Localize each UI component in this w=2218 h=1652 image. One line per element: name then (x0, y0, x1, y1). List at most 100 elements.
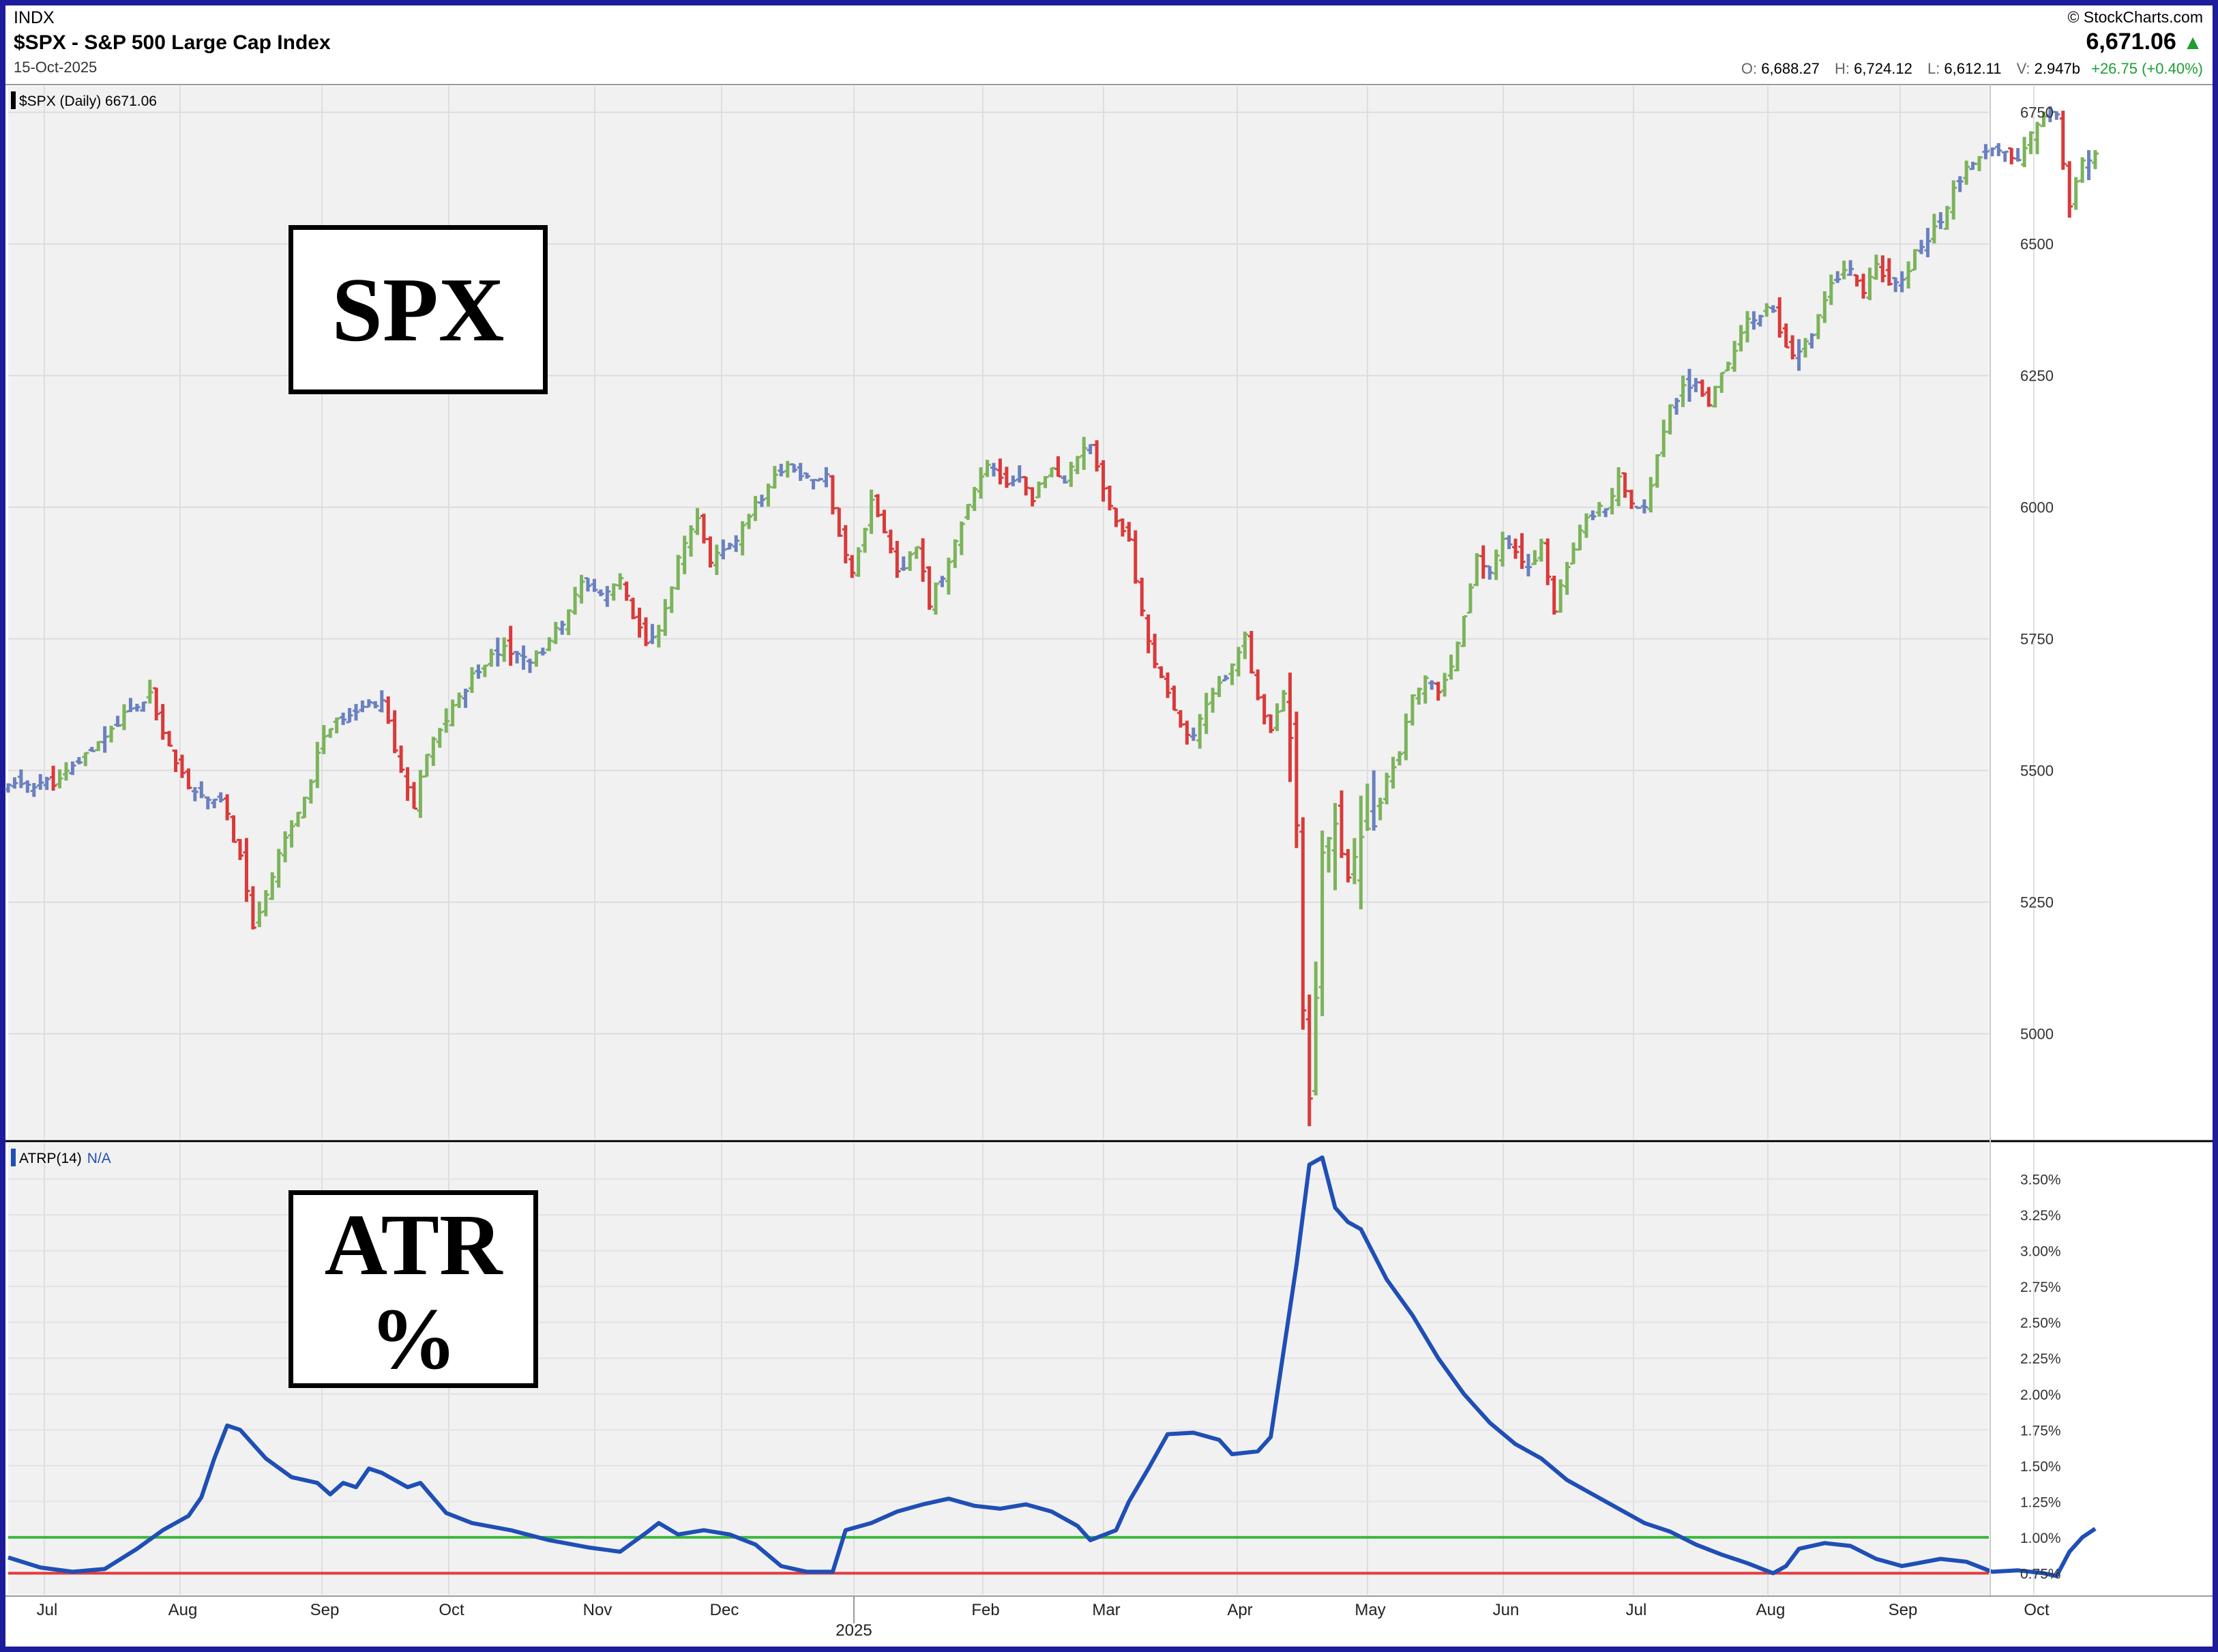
ohlc-bar (662, 599, 669, 636)
ohlc-bar (1518, 533, 1526, 570)
ohlc-bar (1563, 561, 1571, 595)
ohlc-bar (469, 667, 475, 693)
ohlc-bar (1750, 311, 1758, 330)
last-price-value: 6,671.06 (2086, 29, 2176, 55)
ohlc-bar (1628, 489, 1635, 510)
atr-overlay-line2: % (370, 1290, 457, 1387)
ohlc-bar (778, 463, 785, 477)
ohlc-bar (552, 621, 559, 645)
ohlc-bar (797, 462, 804, 482)
ohlc-bar (475, 664, 482, 679)
ohlc-bar (1924, 227, 1932, 258)
y-tick-label: 2.25% (2020, 1351, 2061, 1367)
ohlc-bar (630, 598, 637, 619)
ohlc-bar (739, 521, 746, 556)
ohlc-bar (114, 716, 121, 727)
ohlc-bar (803, 472, 811, 479)
ohlc-bar (1460, 615, 1468, 647)
ohlc-bar (1653, 454, 1661, 488)
ohlc-bar (191, 786, 198, 801)
ohlc-bar (720, 539, 727, 560)
ohlc-bar (1299, 817, 1307, 1030)
ohlc-bar (1138, 578, 1146, 617)
ohlc-bar (1834, 271, 1842, 283)
ohlc-bar (1963, 160, 1970, 185)
ohlc-bar (874, 494, 881, 518)
ohlc-bar (842, 525, 849, 564)
ohlc-bar (1950, 180, 1957, 220)
ohlc-bar (1305, 994, 1313, 1127)
y-tick-label: 1.25% (2020, 1494, 2061, 1510)
ohlc-bar (790, 463, 798, 473)
ohlc-bar (1930, 213, 1938, 244)
ohlc-bar (217, 792, 224, 803)
ohlc-bar (726, 542, 733, 550)
ohlc-bar (1853, 274, 1861, 287)
volume-label: V: (2016, 60, 2030, 77)
ohlc-bar (1260, 694, 1268, 724)
ohlc-bar (2059, 110, 2067, 170)
ohlc-bar (320, 725, 327, 754)
y-tick-label: 3.25% (2020, 1208, 2061, 1224)
y-tick-label: 1.50% (2020, 1459, 2061, 1475)
ohlc-bar (1763, 303, 1771, 317)
ohlc-bar (1744, 311, 1751, 343)
ohlc-bar (1041, 475, 1049, 488)
ohlc-bar (623, 581, 630, 601)
ohlc-bar (1905, 261, 1912, 289)
ohlc-bar (1164, 672, 1171, 698)
ohlc-bar (810, 479, 817, 490)
ohlc-bar (1119, 518, 1126, 537)
ohlc-bar (1447, 654, 1455, 680)
ohlc-bar (1357, 795, 1365, 910)
ohlc-bar (996, 458, 1004, 485)
ohlc-bar (881, 510, 888, 533)
x-tick-label: Aug (1756, 1601, 1786, 1619)
ohlc-bar (2085, 150, 2093, 181)
ohlc-bar (848, 555, 856, 578)
ohlc-bar (655, 625, 662, 648)
ohlc-bar (30, 782, 38, 797)
ohlc-bar (1196, 713, 1204, 749)
y-tick-label: 5750 (2020, 631, 2054, 648)
ohlc-bar (211, 798, 218, 809)
ohlc-bar (1157, 666, 1165, 679)
copyright[interactable]: © StockCharts.com (2067, 8, 2203, 26)
ohlc-bar (932, 582, 939, 615)
ohlc-bar (539, 647, 546, 656)
ohlc-bar (1666, 404, 1674, 434)
ohlc-bar (1769, 305, 1777, 313)
ohlc-bar (823, 467, 830, 488)
ohlc-bar (1524, 554, 1532, 577)
y-tick-label: 6500 (2020, 236, 2054, 253)
ohlc-bar (372, 700, 379, 709)
ohlc-bar (636, 607, 643, 638)
ohlc-bar (1292, 711, 1300, 849)
ohlc-bar (1473, 553, 1481, 587)
ohlc-bar (1022, 475, 1030, 496)
ohlc-bar (1061, 475, 1068, 484)
ohlc-bar (1099, 460, 1107, 502)
ohlc-bar (1570, 542, 1577, 565)
ohlc-bar (2001, 150, 2009, 162)
price-change: +26.75 (+0.40%) (2091, 60, 2203, 77)
ohlc-bar (2034, 121, 2041, 154)
ohlc-bar (1692, 378, 1700, 393)
ohlc-bar (1724, 362, 1732, 372)
ohlc-bar (488, 649, 495, 667)
ohlc-bar (1318, 830, 1326, 1016)
ohlc-bar (1776, 297, 1784, 338)
ohlc-bar (340, 712, 347, 725)
x-tick-label: Apr (1227, 1601, 1252, 1619)
ohlc-bar (1112, 507, 1120, 527)
x-tick-label: Oct (2024, 1601, 2050, 1619)
ohlc-bar (224, 794, 231, 821)
x-tick-label: Sep (1889, 1601, 1918, 1619)
ohlc-bar (687, 525, 695, 557)
ohlc-bar (1241, 631, 1249, 660)
ohlc-bar (1247, 630, 1255, 674)
y-tick-label: 3.50% (2020, 1172, 2061, 1188)
ohlc-bar (1608, 488, 1616, 515)
ohlc-bar (88, 747, 95, 752)
ohlc-bar (1035, 481, 1043, 499)
